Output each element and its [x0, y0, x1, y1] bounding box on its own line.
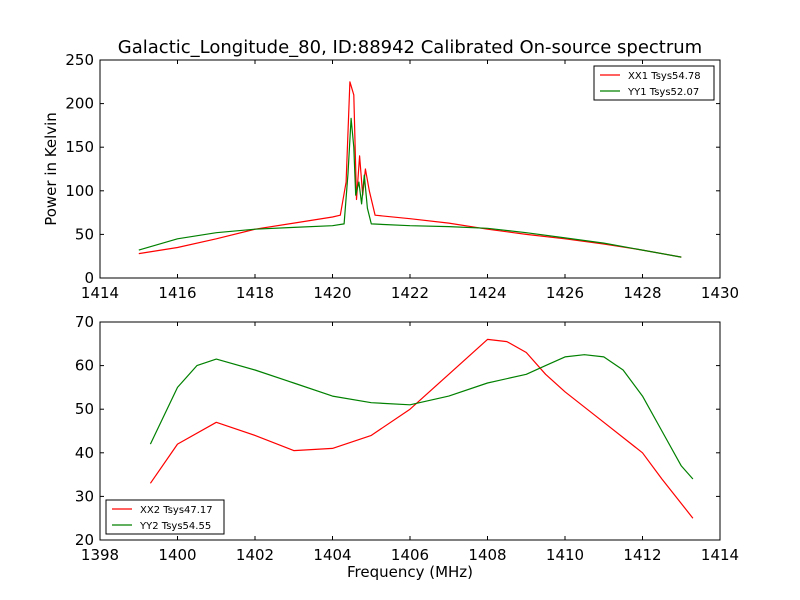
- legend-label: XX1 Tsys54.78: [628, 71, 701, 82]
- x-tick-label: 1398: [81, 546, 119, 564]
- x-tick-label: 1420: [313, 284, 351, 302]
- legend-box: [105, 499, 225, 535]
- x-tick-label: 1428: [623, 284, 661, 302]
- x-tick-label: 1404: [313, 546, 351, 564]
- legend: XX2 Tsys47.17 YY2 Tsys54.55: [105, 499, 225, 535]
- x-tick-label: 1414: [81, 284, 119, 302]
- y-axis-label: Power in Kelvin: [42, 112, 60, 226]
- plot-panel-1: 1414 1416 1418 1420 1422 1424 1426 1428 1430 0 50 1…: [42, 51, 739, 302]
- x-tick-label: 1400: [158, 546, 196, 564]
- y-tick-label: 30: [75, 487, 94, 505]
- series-line-2: [149, 354, 694, 480]
- x-tick-label: 1418: [236, 284, 274, 302]
- y-tick-label: 250: [65, 51, 94, 69]
- series-line-1: [149, 338, 694, 519]
- y-tick-label: 70: [75, 313, 94, 331]
- x-tick-label: 1402: [236, 546, 274, 564]
- x-tick-label: 1426: [546, 284, 584, 302]
- y-tick-label: 200: [65, 95, 94, 113]
- series-line-1: [138, 81, 682, 258]
- x-tick-label: 1410: [546, 546, 584, 564]
- legend: XX1 Tsys54.78 YY1 Tsys52.07: [593, 65, 715, 101]
- y-tick-label: 20: [75, 531, 94, 549]
- legend-label: YY1 Tsys52.07: [627, 87, 699, 98]
- y-tick-label: 50: [75, 225, 94, 243]
- x-tick-label: 1430: [701, 284, 739, 302]
- x-tick-label: 1416: [158, 284, 196, 302]
- x-tick-label: 1414: [701, 546, 739, 564]
- series-line-2: [138, 117, 682, 258]
- x-tick-label: 1422: [391, 284, 429, 302]
- y-tick-label: 40: [75, 444, 94, 462]
- y-tick-label: 50: [75, 400, 94, 418]
- y-tick-label: 150: [65, 138, 94, 156]
- y-tick-label: 100: [65, 182, 94, 200]
- x-tick-label: 1424: [468, 284, 506, 302]
- y-tick-label: 0: [84, 269, 94, 287]
- y-tick-label: 60: [75, 357, 94, 375]
- legend-label: XX2 Tsys47.17: [140, 505, 213, 516]
- legend-box: [593, 65, 715, 101]
- plot-layer: 1414 1416 1418 1420 1422 1424 1426 1428 14300501…: [42, 51, 739, 581]
- plot-panel-2: 1398 1400 1402 1404 1406 1408 1410 1412 1414 20 30…: [75, 313, 739, 581]
- figure-title: Galactic_Longitude_80, ID:88942 Calibrat…: [118, 37, 702, 58]
- x-tick-label: 1408: [468, 546, 506, 564]
- x-axis-label: Frequency (MHz): [347, 563, 473, 581]
- legend-label: YY2 Tsys54.55: [139, 521, 211, 532]
- x-tick-label: 1412: [623, 546, 661, 564]
- x-tick-label: 1406: [391, 546, 429, 564]
